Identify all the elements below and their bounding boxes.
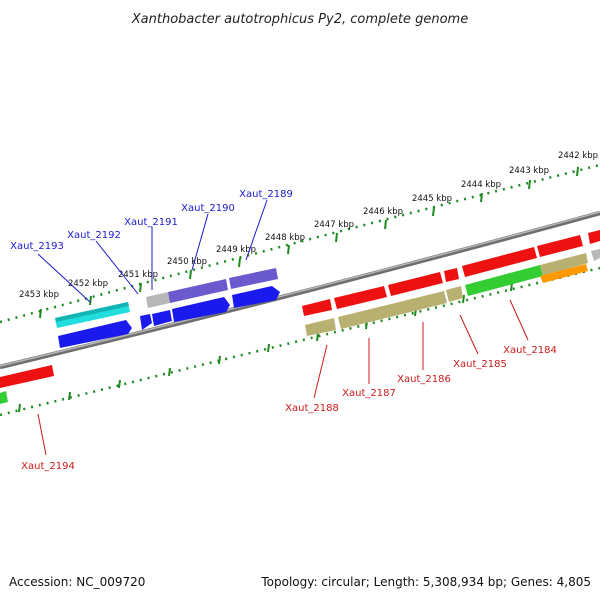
tick-label: 2442 kbp	[558, 151, 598, 161]
leader-line	[459, 314, 479, 355]
tick-mark	[267, 343, 270, 353]
gene-feature[interactable]	[305, 318, 336, 336]
leader-line	[37, 413, 47, 456]
leader-line	[245, 199, 268, 261]
gene-label[interactable]: Xaut_2193	[10, 241, 64, 252]
gene-feature[interactable]	[465, 265, 543, 296]
tick-mark	[576, 166, 579, 177]
tick-label: 2453 kbp	[19, 290, 59, 300]
tick-label: 2450 kbp	[167, 257, 207, 267]
tick-mark	[118, 379, 121, 389]
leader-line	[191, 213, 209, 271]
tick-label: 2448 kbp	[265, 233, 305, 243]
gene-feature[interactable]	[0, 365, 54, 388]
tick-label: 2451 kbp	[118, 270, 158, 280]
gene-feature[interactable]	[388, 272, 443, 296]
gene-feature[interactable]	[229, 268, 278, 289]
tick-label: 2445 kbp	[412, 194, 452, 204]
gene-feature[interactable]	[537, 235, 583, 257]
tick-label: 2444 kbp	[461, 180, 501, 190]
gene-labels-bottom: Xaut_2184 Xaut_2185 Xaut_2186 Xaut_2187 …	[21, 299, 557, 472]
gene-label[interactable]: Xaut_2186	[397, 374, 451, 385]
gene-label[interactable]: Xaut_2187	[342, 388, 396, 399]
gene-label[interactable]: Xaut_2190	[181, 203, 235, 214]
tick-mark	[335, 232, 338, 243]
gene-feature[interactable]	[591, 249, 600, 261]
gene-feature[interactable]	[334, 286, 387, 309]
gene-feature[interactable]	[588, 230, 600, 244]
tick-mark	[462, 294, 465, 304]
tick-mark	[528, 179, 531, 190]
gene-feature[interactable]	[540, 264, 588, 283]
top-strand-genes	[0, 230, 600, 388]
gene-feature[interactable]	[172, 297, 230, 322]
tick-mark	[89, 295, 92, 306]
gene-feature[interactable]	[302, 299, 332, 316]
tick-label: 2452 kbp	[68, 279, 108, 289]
gene-label[interactable]: Xaut_2192	[67, 230, 121, 241]
gene-feature[interactable]	[446, 286, 463, 302]
tick-label: 2446 kbp	[363, 207, 403, 217]
gene-label[interactable]: Xaut_2189	[239, 189, 293, 200]
gene-feature-shade	[55, 302, 129, 322]
accession-text: Accession: NC_009720	[9, 575, 145, 589]
ruler-ticks: 2442 kbp 2443 kbp 2444 kbp 2445 kbp 2446…	[19, 151, 598, 319]
tick-mark	[510, 282, 513, 292]
mid-strand-genes	[0, 249, 600, 404]
gene-labels-top: Xaut_2189 Xaut_2190 Xaut_2191 Xaut_2192 …	[10, 189, 293, 303]
tick-label: 2447 kbp	[314, 220, 354, 230]
gene-label[interactable]: Xaut_2185	[453, 359, 507, 370]
leader-line	[37, 253, 91, 303]
tick-mark	[238, 257, 241, 268]
tick-mark	[18, 403, 21, 413]
genome-summary-text: Topology: circular; Length: 5,308,934 bp…	[260, 575, 591, 589]
gene-label[interactable]: Xaut_2191	[124, 217, 178, 228]
tick-mark	[384, 219, 387, 230]
tick-mark	[480, 192, 483, 203]
gene-feature[interactable]	[232, 286, 280, 308]
tick-mark	[39, 308, 42, 319]
gene-feature[interactable]	[168, 279, 228, 303]
tick-mark	[432, 206, 435, 217]
gene-feature[interactable]	[444, 268, 459, 282]
leader-line	[509, 299, 529, 341]
genome-backbone-highlight	[0, 211, 600, 367]
tick-label: 2449 kbp	[216, 245, 256, 255]
gene-feature[interactable]	[462, 247, 537, 277]
tick-mark	[68, 391, 71, 401]
tick-mark	[316, 332, 319, 342]
tick-mark	[139, 282, 142, 293]
gene-feature[interactable]	[140, 314, 152, 330]
gene-feature[interactable]	[146, 292, 170, 308]
tick-mark	[168, 367, 171, 377]
leader-line	[313, 344, 328, 399]
genome-backbone	[0, 210, 600, 370]
map-title: Xanthobacter autotrophicus Py2, complete…	[131, 12, 468, 27]
gene-feature[interactable]	[58, 320, 132, 348]
gene-feature[interactable]	[338, 291, 447, 329]
gene-label[interactable]: Xaut_2188	[285, 403, 339, 414]
tick-label: 2443 kbp	[509, 166, 549, 176]
leader-line	[95, 240, 139, 295]
gene-feature[interactable]	[0, 391, 8, 404]
tick-mark	[218, 355, 221, 365]
tick-mark	[287, 244, 290, 255]
tick-mark	[189, 269, 192, 280]
gene-label[interactable]: Xaut_2184	[503, 345, 557, 356]
gene-feature[interactable]	[540, 253, 588, 276]
gene-feature[interactable]	[152, 310, 172, 326]
gene-label[interactable]: Xaut_2194	[21, 461, 75, 472]
